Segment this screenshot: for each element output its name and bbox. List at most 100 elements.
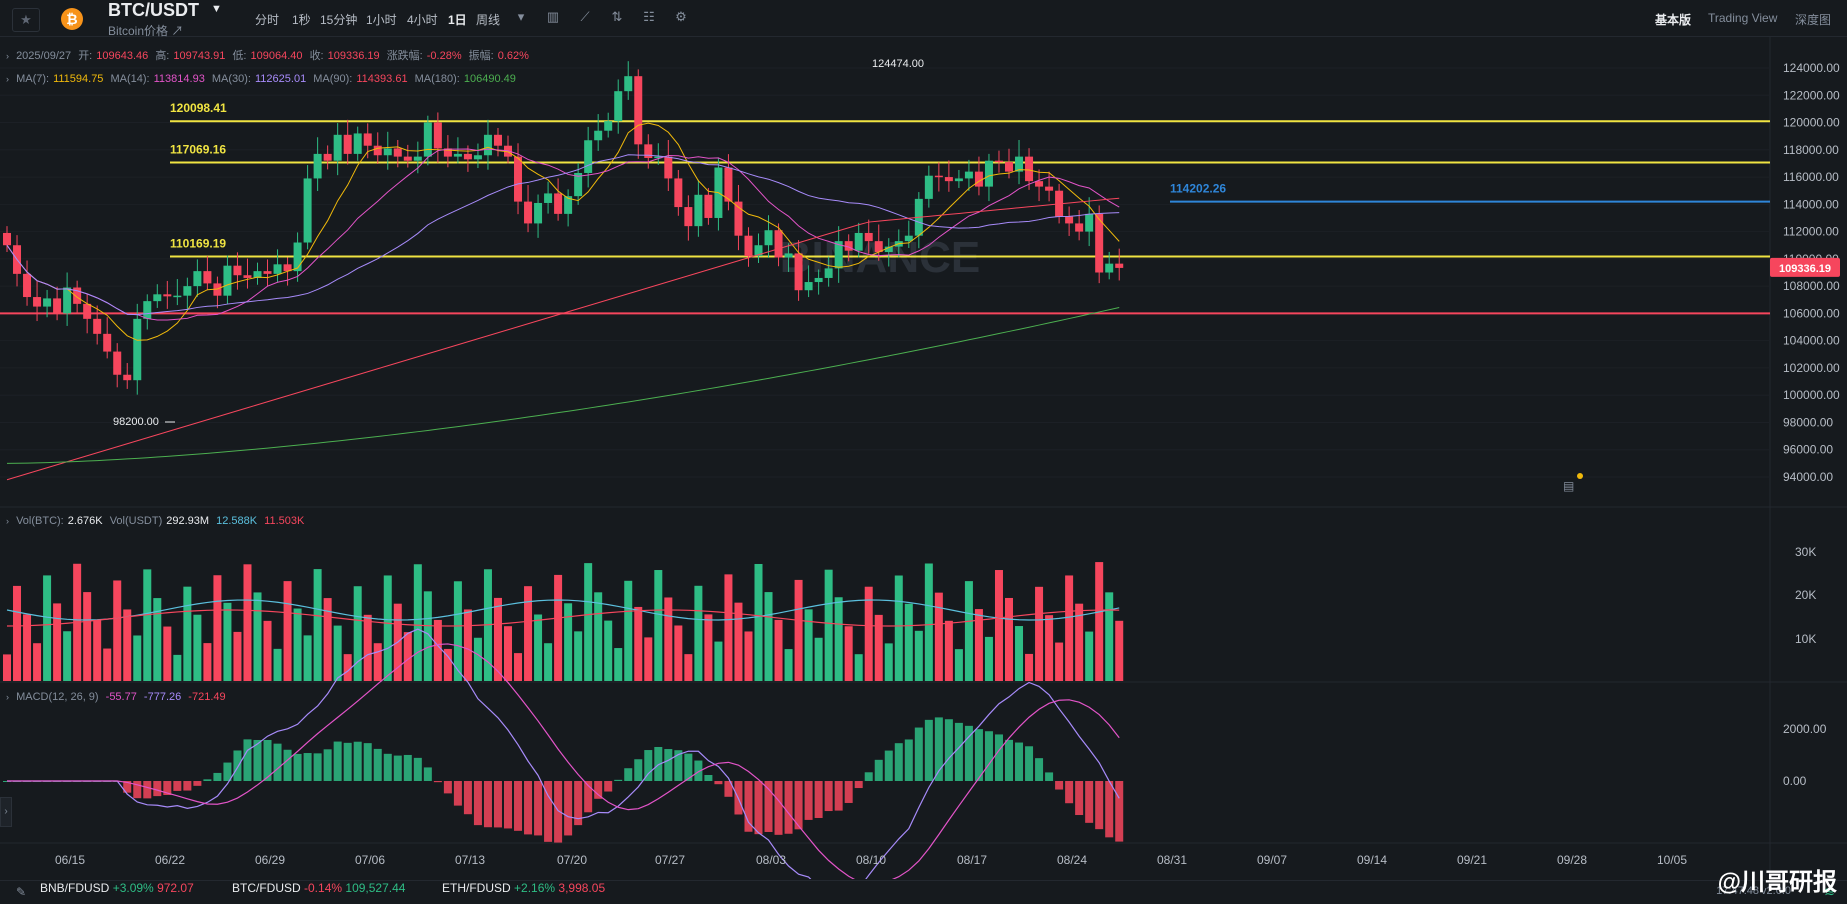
macd-histogram-bar xyxy=(303,753,312,781)
clock-time: 17:47:48 xyxy=(1716,885,1759,897)
macd-histogram-bar xyxy=(794,781,803,830)
horizontal-level-label: 117069.16 xyxy=(170,142,226,156)
volume-bar xyxy=(604,620,613,681)
price-chart[interactable]: BINANCE124000.00122000.00120000.00118000… xyxy=(0,37,1847,879)
macd-histogram-bar xyxy=(514,781,523,831)
max-price-annotation: 124474.00 xyxy=(872,58,924,70)
ma90-value: 114393.61 xyxy=(356,73,408,85)
volume-bar xyxy=(203,643,212,681)
open-label: 开: xyxy=(78,50,93,62)
ticker-change: +3.09% xyxy=(112,881,154,895)
ticker-bnb[interactable]: BNB/FDUSD +3.09% 972.07 xyxy=(40,881,194,895)
volume-bar xyxy=(263,620,272,681)
volume-axis-tick: 20K xyxy=(1795,588,1816,602)
templates-icon[interactable]: ☷ xyxy=(643,9,655,24)
pair-dropdown-caret-icon[interactable]: ▼ xyxy=(211,3,222,15)
macd-histogram-bar xyxy=(874,759,883,781)
vol-collapse-caret-icon[interactable]: › xyxy=(6,516,9,526)
candle-body xyxy=(924,175,933,199)
candle-body xyxy=(373,145,382,156)
pair-subtitle-link[interactable]: Bitcoin价格 ↗ xyxy=(108,24,184,38)
ticker-pair: ETH/FDUSD xyxy=(442,881,511,895)
volume-bar xyxy=(183,586,192,681)
view-tradingview-tab[interactable]: Trading View xyxy=(1708,11,1778,25)
pair-title[interactable]: BTC/USDT xyxy=(108,0,199,20)
macd-histogram-bar xyxy=(984,731,993,781)
macd-histogram-bar xyxy=(714,781,723,785)
ma90-label: MA(90): xyxy=(313,73,353,85)
volume-bar xyxy=(1005,597,1013,681)
candle-body xyxy=(453,153,462,157)
price-axis-tick: 122000.00 xyxy=(1783,88,1840,102)
interval-1h[interactable]: 1小时 xyxy=(366,13,397,27)
ticker-eth[interactable]: ETH/FDUSD +2.16% 3,998.05 xyxy=(442,881,605,895)
macd-histogram-bar xyxy=(1115,781,1124,842)
ticker-price: 972.07 xyxy=(157,881,194,895)
volume-bar xyxy=(1115,620,1124,681)
volume-bar xyxy=(353,586,362,681)
volume-bar xyxy=(473,637,482,681)
interval-4h[interactable]: 4小时 xyxy=(407,13,438,27)
ma14-label: MA(14): xyxy=(110,73,150,85)
volume-bar xyxy=(23,614,32,681)
macd-histogram-bar xyxy=(383,753,392,781)
expand-left-arrow-icon[interactable]: › xyxy=(0,797,12,827)
macd-histogram-bar xyxy=(493,781,502,828)
indicators-icon[interactable]: ⇅ xyxy=(611,9,623,24)
macd-histogram-bar xyxy=(1075,781,1084,816)
candle-body xyxy=(984,160,993,187)
favorite-star-icon[interactable]: ★ xyxy=(12,8,40,32)
interval-time[interactable]: 分时 xyxy=(255,13,280,27)
interval-1d[interactable]: 1日 xyxy=(448,13,467,27)
volume-bar xyxy=(554,574,563,681)
candle-body xyxy=(804,282,813,291)
macd-histogram-bar xyxy=(934,717,943,781)
view-basic-tab[interactable]: 基本版 xyxy=(1655,13,1692,27)
volume-bar xyxy=(363,614,372,681)
edit-pencil-icon[interactable]: ✎ xyxy=(16,885,27,899)
macd-histogram-bar xyxy=(193,781,202,786)
candle-body xyxy=(1105,263,1114,273)
note-dot-icon xyxy=(1577,473,1583,479)
collapse-caret-icon[interactable]: › xyxy=(6,51,9,61)
vol-usdt-value: 292.93M xyxy=(166,515,210,527)
candle-body xyxy=(744,235,753,257)
candle-body xyxy=(393,148,402,157)
macd-histogram-bar xyxy=(994,734,1003,781)
volume-axis-tick: 10K xyxy=(1795,632,1816,646)
view-depth-tab[interactable]: 深度图 xyxy=(1795,13,1832,27)
interval-15m[interactable]: 15分钟 xyxy=(320,13,358,27)
candle-type-icon[interactable]: ▥ xyxy=(546,9,560,24)
macd-info-row: › MACD(12, 26, 9) -55.77 -777.26 -721.49 xyxy=(0,691,230,703)
date-axis-tick: 07/13 xyxy=(455,853,485,867)
volume-bar xyxy=(574,631,583,681)
volume-bar xyxy=(463,609,472,681)
macd-histogram-bar xyxy=(1025,746,1034,781)
candle-body xyxy=(173,295,182,298)
macd-collapse-caret-icon[interactable]: › xyxy=(6,692,9,702)
macd-histogram-bar xyxy=(604,781,613,792)
interval-week[interactable]: 周线 xyxy=(476,13,501,27)
macd-histogram-bar xyxy=(1085,781,1094,823)
drawing-tools-icon[interactable]: ⟋ xyxy=(580,9,590,24)
bitcoin-coin-icon: ₿ xyxy=(61,8,83,30)
volume-bar xyxy=(153,598,162,681)
macd-histogram-bar xyxy=(884,750,893,781)
candle-body xyxy=(1095,213,1104,273)
volume-bar xyxy=(133,635,142,681)
ticker-btc[interactable]: BTC/FDUSD -0.14% 109,527.44 xyxy=(232,881,405,895)
interval-dropdown-icon[interactable]: ▾ xyxy=(517,9,525,24)
macd-histogram-bar xyxy=(313,753,322,781)
volume-bar xyxy=(724,574,733,681)
volume-bar xyxy=(634,606,643,681)
macd-histogram-bar xyxy=(664,749,673,781)
volume-bar xyxy=(123,609,132,681)
volume-bar xyxy=(323,598,332,681)
price-axis-tick: 124000.00 xyxy=(1783,61,1840,75)
settings-icon[interactable]: ⚙ xyxy=(675,9,687,24)
volume-bar xyxy=(313,569,322,681)
ma-collapse-caret-icon[interactable]: › xyxy=(6,74,9,84)
macd-histogram-bar xyxy=(403,754,412,781)
macd-histogram-bar xyxy=(744,781,753,832)
interval-1s[interactable]: 1秒 xyxy=(292,13,311,27)
